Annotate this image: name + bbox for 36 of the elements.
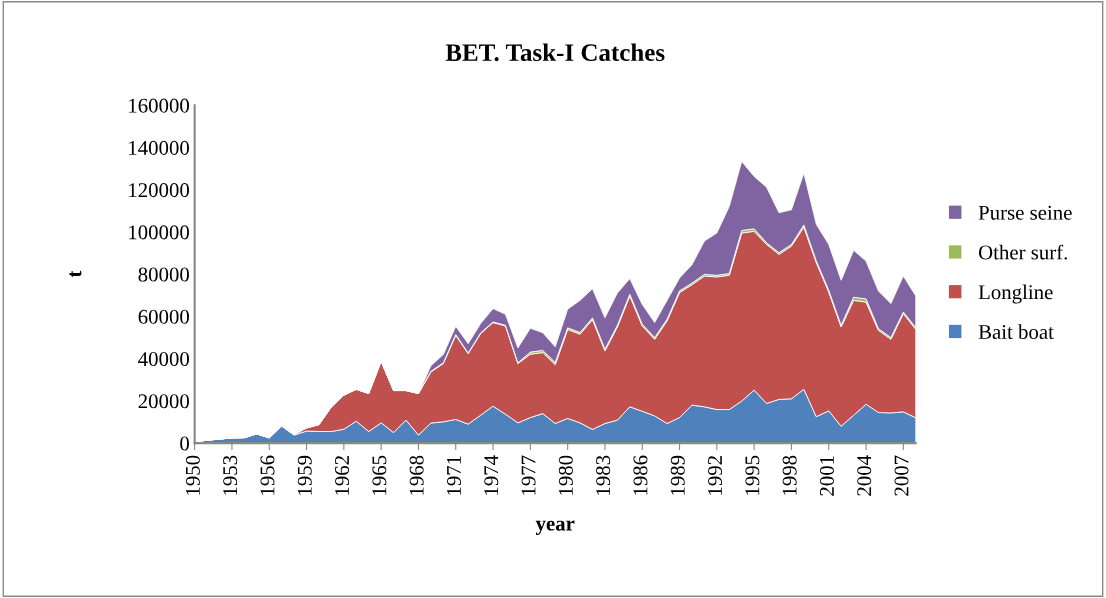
legend-label: Other surf. [978,244,1067,260]
y-tick-label: 40000 [138,352,189,367]
x-tick-label: 1974 [484,455,499,495]
x-tick-label: 1983 [596,455,611,495]
x-tick-label: 1989 [670,455,685,495]
x-tick-label: 1977 [521,455,536,495]
x-tick-label: 2007 [894,455,909,496]
x-tick-label: 1980 [558,455,573,495]
legend-label: Longline [978,284,1053,304]
y-tick-label: 0 [180,436,189,451]
x-tick-label: 1968 [409,455,424,495]
y-tick-label: 20000 [138,394,189,409]
y-tick-label: 60000 [138,309,189,324]
x-tick-label: 1992 [708,456,723,495]
x-tick-label: 1965 [372,455,387,495]
y-tick-label: 120000 [129,183,189,198]
x-tick-label: 1995 [745,455,760,495]
x-tick-label: 2004 [857,455,872,496]
x-tick-label: 1959 [297,455,312,495]
y-tick-label: 160000 [129,98,189,113]
x-tick-label: 1950 [185,455,200,495]
y-tick-label: 100000 [129,225,189,240]
legend-label: Bait boat [978,324,1054,340]
legend-label: Purse seine [978,205,1072,220]
x-tick-label: 1956 [260,455,275,495]
y-axis-title: t [69,270,82,278]
x-tick-label: 1953 [223,455,238,495]
x-tick-label: 1962 [335,456,350,495]
chart-title: BET. Task-I Catches [445,43,665,62]
x-tick-label: 1986 [633,455,648,495]
x-tick-label: 2001 [819,456,834,496]
x-tick-label: 1971 [446,456,461,495]
x-axis-title: year [535,520,575,535]
y-tick-label: 140000 [129,140,189,155]
y-tick-label: 80000 [138,267,189,282]
x-tick-label: 1998 [782,455,797,495]
